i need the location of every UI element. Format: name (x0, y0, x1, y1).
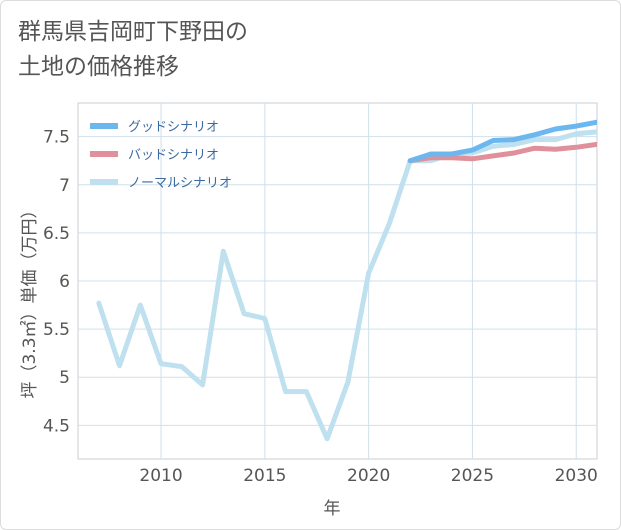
x-tick-label: 2020 (347, 466, 390, 486)
chart-title-line1: 群馬県吉岡町下野田の (18, 19, 248, 45)
chart-title-line2: 土地の価格推移 (18, 54, 179, 80)
series-lines (96, 119, 597, 442)
y-axis-label: 坪（3.3㎡）単価（万円） (20, 201, 40, 398)
x-axis-label: 年 (324, 499, 341, 519)
legend-label: グッドシナリオ (128, 120, 219, 135)
series-line-good (407, 119, 597, 164)
y-tick-label: 7 (59, 176, 70, 196)
x-tick-label: 2010 (139, 466, 182, 486)
x-tick-label: 2025 (451, 466, 494, 486)
chart-title: 群馬県吉岡町下野田の 土地の価格推移 (18, 15, 248, 85)
y-tick-label: 6.5 (43, 224, 70, 244)
y-tick-label: 5.5 (43, 320, 70, 340)
axis-ticks: 2010 2015 2020 2025 2030 4.5 5 5.5 6 6.5 7 7.5 (43, 128, 598, 486)
y-tick-label: 4.5 (43, 416, 70, 436)
series-line-normal (96, 129, 597, 442)
y-tick-label: 5 (59, 368, 70, 388)
y-tick-label: 7.5 (43, 128, 70, 148)
series-line-bad (407, 141, 597, 164)
legend-label: バッドシナリオ (128, 148, 219, 163)
y-tick-label: 6 (59, 272, 70, 292)
legend-label: ノーマルシナリオ (128, 176, 232, 191)
x-tick-label: 2015 (243, 466, 286, 486)
x-tick-label: 2030 (555, 466, 598, 486)
grid (78, 103, 597, 459)
